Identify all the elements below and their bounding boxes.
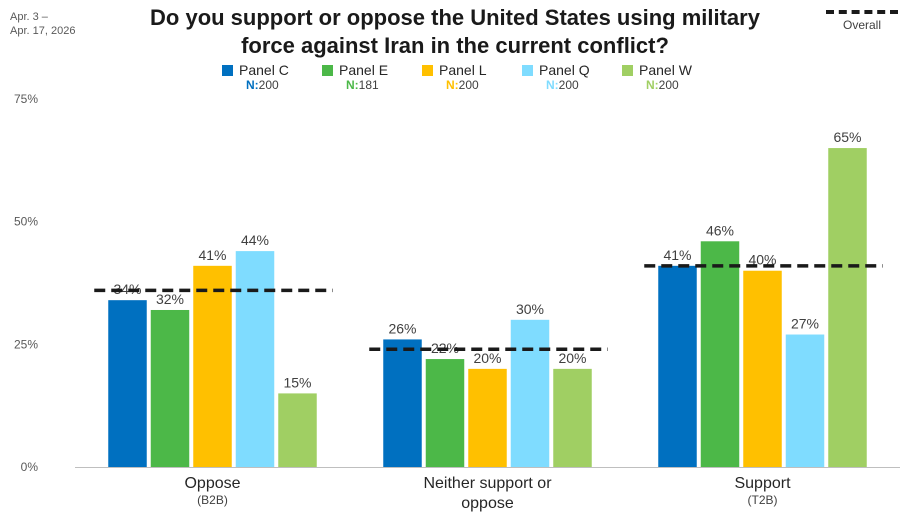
legend-item-panel-q: Panel Q N:200 xyxy=(522,62,622,92)
legend-swatch xyxy=(222,64,233,76)
bar-panel-q xyxy=(510,319,550,467)
legend-n-value: 200 xyxy=(258,78,279,92)
chart-title-line2: force against Iran in the current confli… xyxy=(241,33,669,58)
bar-panel-l xyxy=(468,368,507,467)
y-tick-label: 75% xyxy=(14,92,38,106)
category-label: Oppose xyxy=(184,475,240,492)
bar-panel-l xyxy=(743,270,782,467)
data-label: 34% xyxy=(113,281,141,297)
legend-label: Panel E xyxy=(339,62,389,78)
overall-legend-dash xyxy=(826,10,898,14)
category-sublabel: (T2B) xyxy=(748,493,778,507)
category-label: Support xyxy=(734,475,791,492)
legend-n-label: N: xyxy=(246,78,259,92)
bar-panel-w xyxy=(553,368,592,467)
bar-panel-w xyxy=(828,148,867,468)
legend-label: Panel W xyxy=(639,62,692,78)
bar-panel-c xyxy=(108,300,147,467)
overall-legend-label: Overall xyxy=(842,18,881,32)
legend-sample-size: N:200 xyxy=(222,78,322,92)
date-range: Apr. 3 – Apr. 17, 2026 xyxy=(10,10,90,38)
legend-n-label: N: xyxy=(546,78,559,92)
data-label: 40% xyxy=(748,252,776,268)
bar-panel-w xyxy=(278,393,317,467)
y-tick-label: 25% xyxy=(14,337,38,351)
category-sublabel: (B2B) xyxy=(197,493,228,507)
legend-label: Panel C xyxy=(239,62,289,78)
data-label: 27% xyxy=(791,316,819,332)
y-tick-label: 50% xyxy=(14,215,38,229)
legend-swatch xyxy=(622,64,633,76)
y-tick-label: 0% xyxy=(21,460,39,474)
legend-item-panel-w: Panel W N:200 xyxy=(622,62,722,92)
data-label: 20% xyxy=(473,350,501,366)
legend-item-panel-e: Panel E N:181 xyxy=(322,62,422,92)
legend-swatch xyxy=(522,64,533,76)
data-label: 20% xyxy=(558,350,586,366)
data-label: 65% xyxy=(833,129,861,145)
data-label: 32% xyxy=(156,291,184,307)
legend-n-label: N: xyxy=(446,78,459,92)
legend-swatch xyxy=(322,64,333,76)
legend-item-panel-l: Panel L N:200 xyxy=(422,62,522,92)
bar-panel-e xyxy=(150,309,190,467)
legend-sample-size: N:200 xyxy=(422,78,522,92)
category-sublabel: oppose xyxy=(461,495,514,512)
legend-sample-size: N:200 xyxy=(522,78,622,92)
legend-swatch xyxy=(422,64,433,76)
data-label: 41% xyxy=(663,247,691,263)
bar-panel-q xyxy=(235,251,275,467)
legend-label: Panel L xyxy=(439,62,487,78)
bar-panel-c xyxy=(383,339,422,467)
legend-sample-size: N:200 xyxy=(622,78,722,92)
bar-panel-c xyxy=(658,265,697,467)
bar-panel-l xyxy=(193,265,232,467)
bar-panel-e xyxy=(700,241,740,467)
date-start: Apr. 3 – xyxy=(10,11,48,23)
legend-item-panel-c: Panel C N:200 xyxy=(222,62,322,92)
bar-panel-q xyxy=(785,334,825,467)
legend-n-label: N: xyxy=(346,78,359,92)
data-label: 46% xyxy=(706,222,734,238)
bar-panel-e xyxy=(425,359,465,467)
chart-title: Do you support or oppose the United Stat… xyxy=(90,4,820,60)
legend-label: Panel Q xyxy=(539,62,590,78)
legend: Panel C N:200 Panel E N:181 Panel L N:20… xyxy=(222,62,722,92)
chart-title-line1: Do you support or oppose the United Stat… xyxy=(150,5,760,30)
overall-legend: Overall xyxy=(822,10,902,32)
legend-n-label: N: xyxy=(646,78,659,92)
category-label: Neither support or xyxy=(423,475,552,492)
legend-n-value: 181 xyxy=(358,78,379,92)
data-label: 30% xyxy=(516,301,544,317)
date-end: Apr. 17, 2026 xyxy=(10,25,76,37)
data-label: 26% xyxy=(388,320,416,336)
data-label: 41% xyxy=(198,247,226,263)
legend-n-value: 200 xyxy=(458,78,479,92)
legend-n-value: 200 xyxy=(658,78,679,92)
legend-n-value: 200 xyxy=(558,78,579,92)
data-label: 44% xyxy=(241,232,269,248)
legend-sample-size: N:181 xyxy=(322,78,422,92)
data-label: 15% xyxy=(283,374,311,390)
